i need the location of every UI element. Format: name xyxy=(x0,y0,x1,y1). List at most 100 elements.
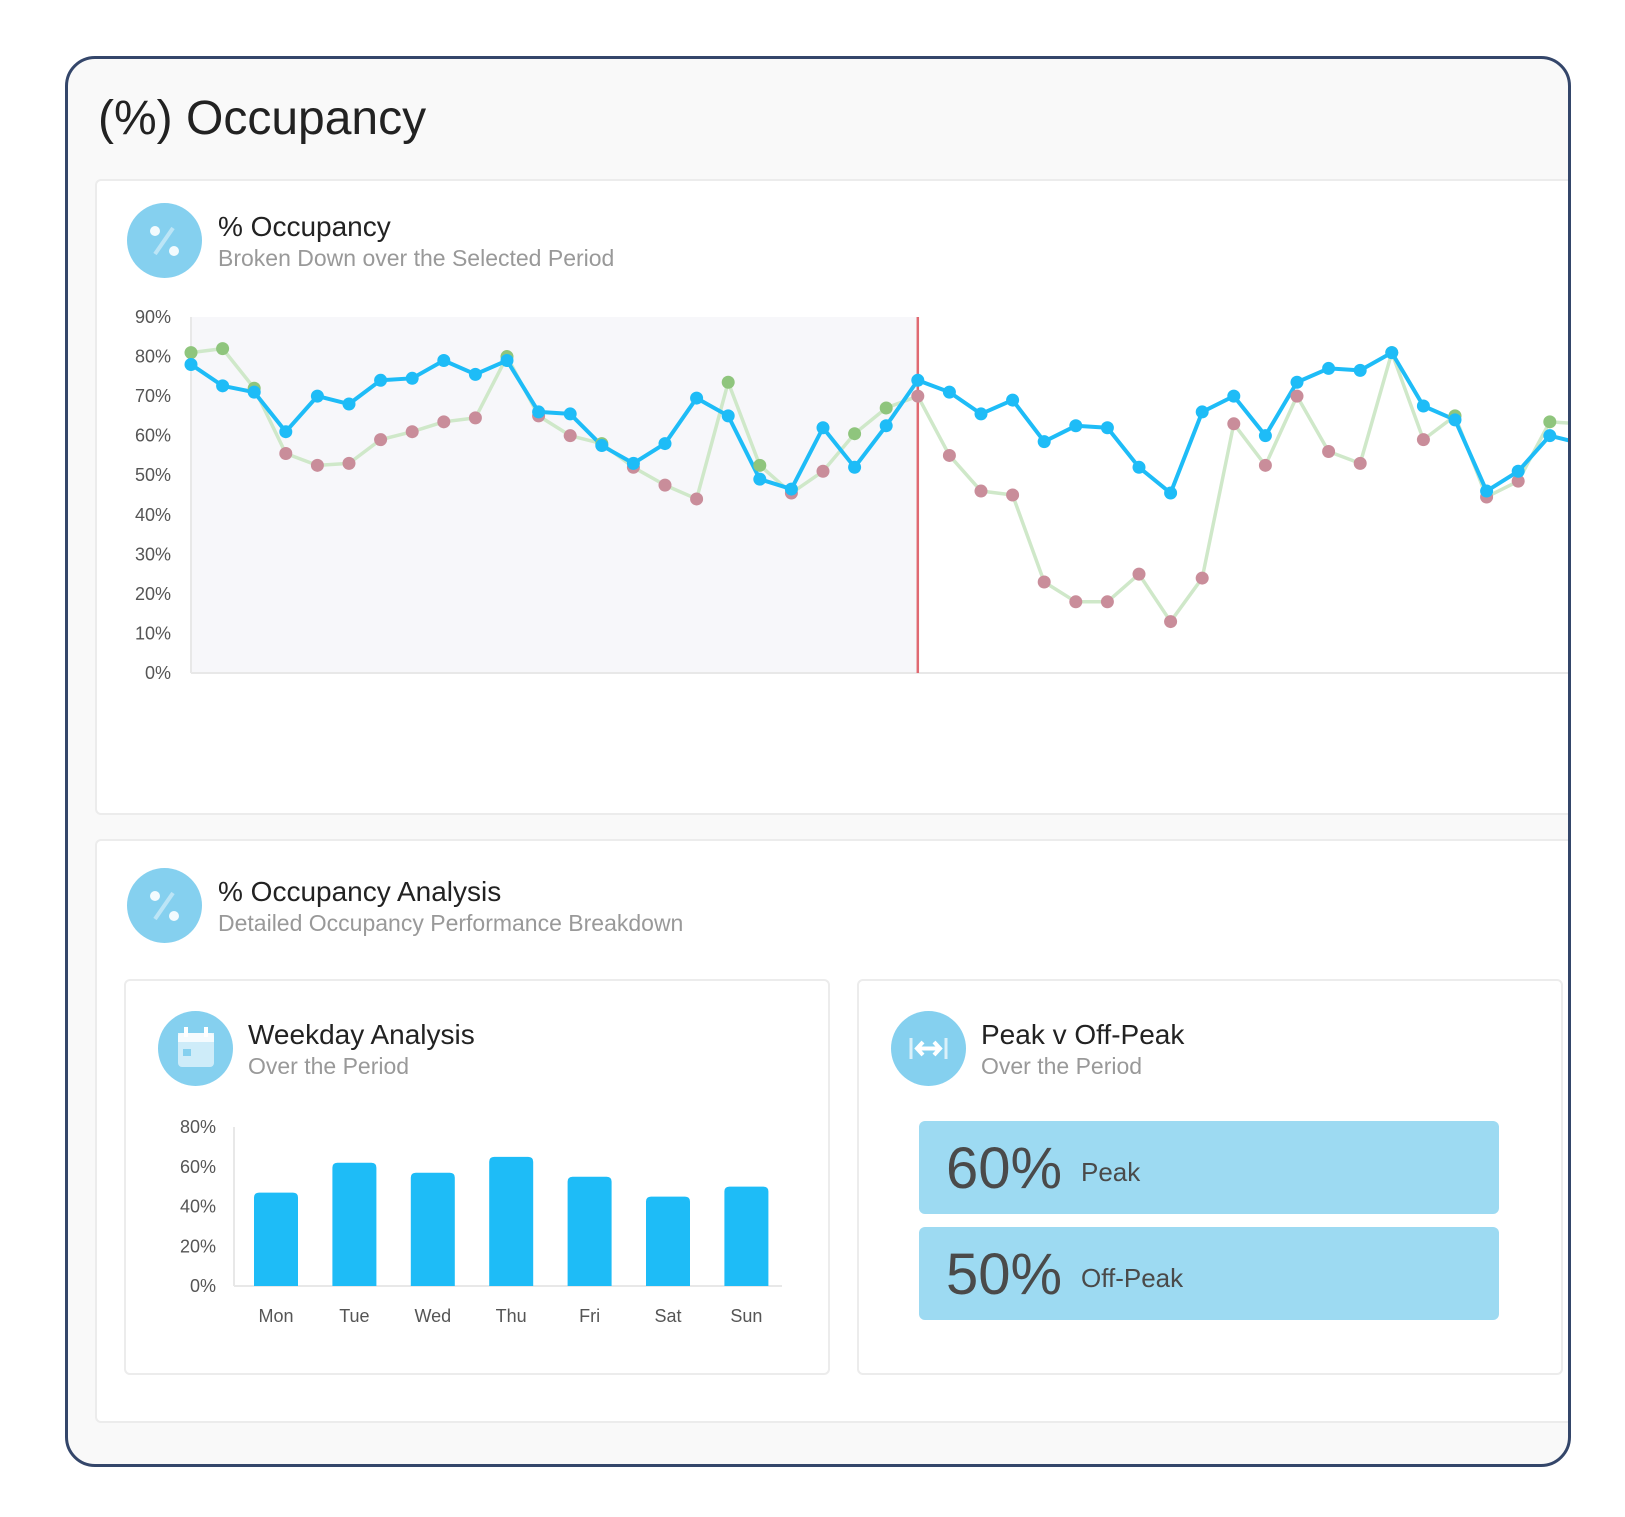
current-point xyxy=(1353,363,1367,377)
current-point xyxy=(1258,429,1272,443)
current-point xyxy=(563,407,577,421)
peak-stat: 60% Peak xyxy=(919,1121,1499,1214)
weekday-bar-chart: 0% 20% 40% 60% 80% Mon Tue Wed Thu Fri Sat Sun xyxy=(180,1117,782,1326)
y-tick-label: 90% xyxy=(135,307,171,327)
current-point xyxy=(784,482,798,496)
bar-fri xyxy=(567,1176,612,1286)
current-point xyxy=(1448,413,1462,427)
y-tick-label: 60% xyxy=(180,1157,216,1177)
occupancy-card: % Occupancy Broken Down over the Selecte… xyxy=(95,179,1568,815)
comparison-point xyxy=(563,429,577,443)
selected-period-shade xyxy=(191,317,918,673)
card-subtitle: Over the Period xyxy=(981,1053,1143,1079)
comparison-point xyxy=(279,446,293,460)
comparison-point xyxy=(816,464,830,478)
comparison-point xyxy=(310,458,324,472)
comparison-point xyxy=(1006,488,1020,502)
current-point xyxy=(658,437,672,451)
card-title: % Occupancy xyxy=(218,211,391,242)
current-point xyxy=(1543,429,1557,443)
current-point xyxy=(1164,486,1178,500)
y-tick-label: 70% xyxy=(135,386,171,406)
comparison-point xyxy=(437,415,451,429)
current-point xyxy=(1290,375,1304,389)
analysis-card: % Occupancy Analysis Detailed Occupancy … xyxy=(95,839,1568,1423)
current-point xyxy=(279,425,293,439)
bar-thu xyxy=(489,1156,534,1286)
comparison-point xyxy=(974,484,988,498)
current-point xyxy=(1006,393,1020,407)
peak-value: 60% xyxy=(946,1136,1063,1201)
current-point xyxy=(1511,464,1525,478)
comparison-point xyxy=(374,433,388,447)
card-subtitle: Broken Down over the Selected Period xyxy=(218,245,615,271)
comparison-point xyxy=(1290,389,1304,403)
y-tick-label: 30% xyxy=(135,544,171,564)
current-point xyxy=(1385,346,1399,360)
current-point xyxy=(1037,435,1051,449)
current-point xyxy=(532,405,546,419)
x-tick-label: Sat xyxy=(654,1306,681,1326)
card-title: % Occupancy Analysis xyxy=(218,876,502,907)
x-tick-label: Thu xyxy=(496,1306,527,1326)
weekday-card: Weekday Analysis Over the Period 0% 20% 40… xyxy=(124,979,830,1375)
y-tick-label: 20% xyxy=(180,1236,216,1256)
comparison-point xyxy=(1195,571,1209,585)
x-tick-label: Mon xyxy=(258,1306,293,1326)
y-tick-label: 80% xyxy=(135,347,171,367)
current-point xyxy=(911,373,925,387)
card-subtitle: Detailed Occupancy Performance Breakdown xyxy=(218,910,684,936)
x-tick-label: Sun xyxy=(730,1306,762,1326)
comparison-point xyxy=(942,448,956,462)
current-point xyxy=(1069,419,1083,433)
comparison-point xyxy=(1100,595,1114,609)
current-point xyxy=(468,367,482,381)
calendar-icon xyxy=(158,1011,233,1086)
x-tick-label: Tue xyxy=(339,1306,369,1326)
comparison-point xyxy=(1353,456,1367,470)
y-tick-label: 60% xyxy=(135,426,171,446)
comparison-point xyxy=(468,411,482,425)
current-point xyxy=(974,407,988,421)
peak-card: Peak v Off-Peak Over the Period 60% Peak… xyxy=(857,979,1563,1375)
current-point xyxy=(500,354,514,368)
off-peak-stat: 50% Off-Peak xyxy=(919,1227,1499,1320)
current-point xyxy=(690,391,704,405)
arrows-horizontal-icon xyxy=(891,1011,966,1086)
current-point xyxy=(216,379,230,393)
current-point xyxy=(374,373,388,387)
percent-icon xyxy=(127,203,202,278)
current-point xyxy=(310,389,324,403)
comparison-point xyxy=(1227,417,1241,431)
card-title: Peak v Off-Peak xyxy=(981,1019,1185,1050)
occupancy-line-chart: 0% 10% 20% 30% 40% 50% 60% 70% 80% 90% xyxy=(135,307,1568,683)
y-tick-label: 20% xyxy=(135,584,171,604)
current-point xyxy=(1132,460,1146,474)
current-point xyxy=(848,460,862,474)
y-tick-label: 10% xyxy=(135,623,171,643)
off-peak-label: Off-Peak xyxy=(1081,1263,1184,1293)
current-point xyxy=(1227,389,1241,403)
current-point xyxy=(184,357,198,371)
comparison-point xyxy=(1069,595,1083,609)
bar-mon xyxy=(254,1192,298,1286)
current-point xyxy=(879,419,893,433)
comparison-point xyxy=(690,492,704,506)
comparison-point xyxy=(1511,474,1525,488)
bar-wed xyxy=(410,1172,455,1286)
current-point xyxy=(342,397,356,411)
comparison-point xyxy=(1037,575,1051,589)
comparison-point xyxy=(1416,433,1430,447)
comparison-point xyxy=(405,425,419,439)
comparison-point xyxy=(1322,444,1336,458)
off-peak-value: 50% xyxy=(946,1242,1063,1307)
current-point xyxy=(1416,399,1430,413)
comparison-point xyxy=(879,401,893,415)
current-point xyxy=(1195,405,1209,419)
current-point xyxy=(753,472,767,486)
y-tick-label: 0% xyxy=(145,663,171,683)
comparison-point xyxy=(658,478,672,492)
current-point xyxy=(437,354,451,368)
peak-label: Peak xyxy=(1081,1157,1141,1187)
bar-sat xyxy=(646,1196,690,1286)
